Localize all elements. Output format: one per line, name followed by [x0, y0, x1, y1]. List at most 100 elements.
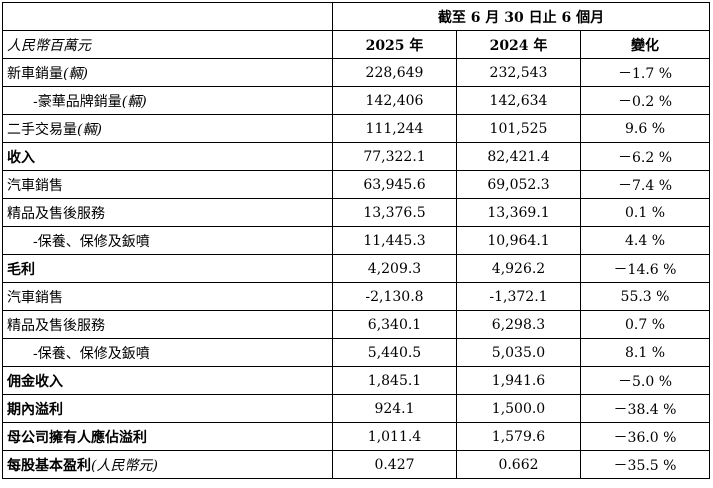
value-2025: 4,209.3	[332, 254, 457, 283]
value-2025: 228,649	[332, 58, 457, 87]
value-2024: 69,052.3	[456, 170, 581, 199]
value-2025: 111,244	[332, 114, 457, 143]
value-change: －5.0 %	[580, 366, 710, 395]
value-change: 8.1 %	[580, 338, 710, 367]
column-header-row: 人民幣百萬元 2025 年 2024 年 變化	[2, 30, 710, 59]
value-2025: 5,440.5	[332, 338, 457, 367]
table-row: 收入 77,322.1 82,421.4 －6.2 %	[2, 142, 710, 171]
value-change: －14.6 %	[580, 254, 710, 283]
table-row: 二手交易量(輛) 111,244 101,525 9.6 %	[2, 114, 710, 143]
column-header-change: 變化	[580, 30, 710, 59]
row-label: -保養、保修及鈑噴	[2, 338, 333, 367]
row-label-text: 每股基本盈利	[7, 457, 91, 474]
value-change: 4.4 %	[580, 226, 710, 255]
row-label: 收入	[2, 142, 333, 171]
value-2025: -2,130.8	[332, 282, 457, 311]
blank-header-cell	[2, 2, 333, 31]
value-change: －35.5 %	[580, 450, 710, 479]
value-2024: 142,634	[456, 86, 581, 115]
value-2025: 13,376.5	[332, 198, 457, 227]
value-2024: 1,579.6	[456, 422, 581, 451]
row-label: 期內溢利	[2, 394, 333, 423]
row-label: 二手交易量(輛)	[2, 114, 333, 143]
value-2024: 0.662	[456, 450, 581, 479]
table-row: 汽車銷售 63,945.6 69,052.3 －7.4 %	[2, 170, 710, 199]
value-change: 55.3 %	[580, 282, 710, 311]
value-2025: 11,445.3	[332, 226, 457, 255]
value-change: 0.7 %	[580, 310, 710, 339]
value-2025: 0.427	[332, 450, 457, 479]
value-2025: 77,322.1	[332, 142, 457, 171]
financial-summary-table: 截至 6 月 30 日止 6 個月 人民幣百萬元 2025 年 2024 年 變…	[2, 2, 710, 479]
table-row: -豪華品牌銷量(輛) 142,406 142,634 －0.2 %	[2, 86, 710, 115]
row-label: -保養、保修及鈑噴	[2, 226, 333, 255]
table-row: 期內溢利 924.1 1,500.0 －38.4 %	[2, 394, 710, 423]
value-2024: 1,941.6	[456, 366, 581, 395]
value-change: －1.7 %	[580, 58, 710, 87]
table-row: 毛利 4,209.3 4,926.2 －14.6 %	[2, 254, 710, 283]
value-2025: 63,945.6	[332, 170, 457, 199]
value-change: －6.2 %	[580, 142, 710, 171]
row-label-text: 新車銷量	[7, 65, 63, 82]
value-2024: 101,525	[456, 114, 581, 143]
table-row: -保養、保修及鈑噴 11,445.3 10,964.1 4.4 %	[2, 226, 710, 255]
table-row: 精品及售後服務 13,376.5 13,369.1 0.1 %	[2, 198, 710, 227]
value-2024: 10,964.1	[456, 226, 581, 255]
value-2025: 924.1	[332, 394, 457, 423]
row-label-unit: (輛)	[121, 93, 147, 110]
row-label-text: 佣金收入	[7, 373, 63, 390]
value-2024: 4,926.2	[456, 254, 581, 283]
table-row: 佣金收入 1,845.1 1,941.6 －5.0 %	[2, 366, 710, 395]
value-2024: 1,500.0	[456, 394, 581, 423]
row-label-text: -保養、保修及鈑噴	[33, 345, 150, 362]
row-label-text: 精品及售後服務	[7, 205, 105, 222]
row-label-text: 收入	[7, 149, 35, 166]
row-label-text: 期內溢利	[7, 401, 63, 418]
value-change: －38.4 %	[580, 394, 710, 423]
unit-label: 人民幣百萬元	[2, 30, 333, 59]
table-row: 每股基本盈利(人民幣元) 0.427 0.662 －35.5 %	[2, 450, 710, 479]
row-label: 每股基本盈利(人民幣元)	[2, 450, 333, 479]
row-label: 汽車銷售	[2, 282, 333, 311]
column-header-2025: 2025 年	[332, 30, 457, 59]
value-2025: 6,340.1	[332, 310, 457, 339]
table-row: 汽車銷售 -2,130.8 -1,372.1 55.3 %	[2, 282, 710, 311]
value-change: 9.6 %	[580, 114, 710, 143]
row-label: 汽車銷售	[2, 170, 333, 199]
row-label: 新車銷量(輛)	[2, 58, 333, 87]
table-row: 精品及售後服務 6,340.1 6,298.3 0.7 %	[2, 310, 710, 339]
row-label: -豪華品牌銷量(輛)	[2, 86, 333, 115]
period-header: 截至 6 月 30 日止 6 個月	[332, 2, 710, 31]
table-row: -保養、保修及鈑噴 5,440.5 5,035.0 8.1 %	[2, 338, 710, 367]
value-change: －0.2 %	[580, 86, 710, 115]
column-header-2024: 2024 年	[456, 30, 581, 59]
row-label-text: -保養、保修及鈑噴	[33, 233, 150, 250]
value-2024: 5,035.0	[456, 338, 581, 367]
value-2024: -1,372.1	[456, 282, 581, 311]
value-2024: 82,421.4	[456, 142, 581, 171]
value-2024: 6,298.3	[456, 310, 581, 339]
value-2024: 232,543	[456, 58, 581, 87]
table-row: 新車銷量(輛) 228,649 232,543 －1.7 %	[2, 58, 710, 87]
period-header-row: 截至 6 月 30 日止 6 個月	[2, 2, 710, 31]
row-label-text: 二手交易量	[7, 121, 77, 138]
row-label-text: 汽車銷售	[7, 289, 63, 306]
row-label-text: 母公司擁有人應佔溢利	[7, 429, 147, 446]
value-change: －36.0 %	[580, 422, 710, 451]
value-2025: 142,406	[332, 86, 457, 115]
row-label: 精品及售後服務	[2, 198, 333, 227]
value-2025: 1,011.4	[332, 422, 457, 451]
row-label: 佣金收入	[2, 366, 333, 395]
row-label: 母公司擁有人應佔溢利	[2, 422, 333, 451]
row-label-unit: (輛)	[63, 65, 88, 82]
value-2024: 13,369.1	[456, 198, 581, 227]
row-label-unit: (輛)	[77, 121, 102, 138]
row-label-text: 汽車銷售	[7, 177, 63, 194]
row-label: 精品及售後服務	[2, 310, 333, 339]
row-label-text: -豪華品牌銷量	[33, 93, 122, 110]
table-row: 母公司擁有人應佔溢利 1,011.4 1,579.6 －36.0 %	[2, 422, 710, 451]
row-label: 毛利	[2, 254, 333, 283]
value-change: －7.4 %	[580, 170, 710, 199]
row-label-text: 毛利	[7, 261, 35, 278]
